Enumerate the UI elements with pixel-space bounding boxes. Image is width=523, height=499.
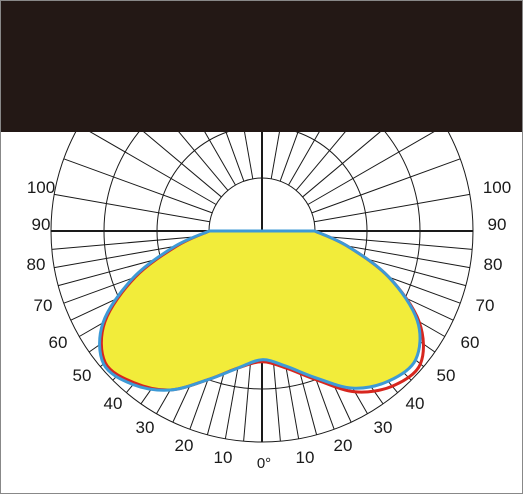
angle-label-right: 80 (484, 255, 503, 274)
angle-label-right: 70 (476, 296, 495, 315)
grid-radial-line (54, 194, 210, 221)
zero-angle-label: 0° (257, 455, 271, 472)
header-bar (0, 0, 523, 132)
grid-radial-line (308, 126, 445, 205)
angle-label-left: 60 (49, 333, 68, 352)
angle-label-left: 20 (175, 436, 194, 455)
angle-label-left: 100 (27, 178, 55, 197)
angle-label-left: 70 (34, 296, 53, 315)
angle-label-left: 50 (73, 366, 92, 385)
angle-label-right: 100 (483, 178, 511, 197)
angle-label-left: 10 (214, 448, 233, 467)
angle-label-right: 10 (296, 448, 315, 467)
angle-label-right: 50 (437, 366, 456, 385)
grid-radial-line (312, 159, 460, 213)
angle-label-right: 90 (488, 215, 507, 234)
angle-label-left: 40 (104, 394, 123, 413)
angle-label-left: 90 (32, 215, 51, 234)
angle-label-right: 20 (334, 436, 353, 455)
grid-radial-line (79, 126, 216, 205)
angle-label-right: 40 (406, 394, 425, 413)
angle-label-right: 30 (374, 418, 393, 437)
angle-label-right: 60 (461, 333, 480, 352)
grid-radial-line (314, 194, 470, 221)
grid-radial-line (64, 159, 212, 213)
curve-fill (100, 231, 420, 390)
angle-label-left: 30 (136, 418, 155, 437)
angle-label-left: 80 (27, 255, 46, 274)
